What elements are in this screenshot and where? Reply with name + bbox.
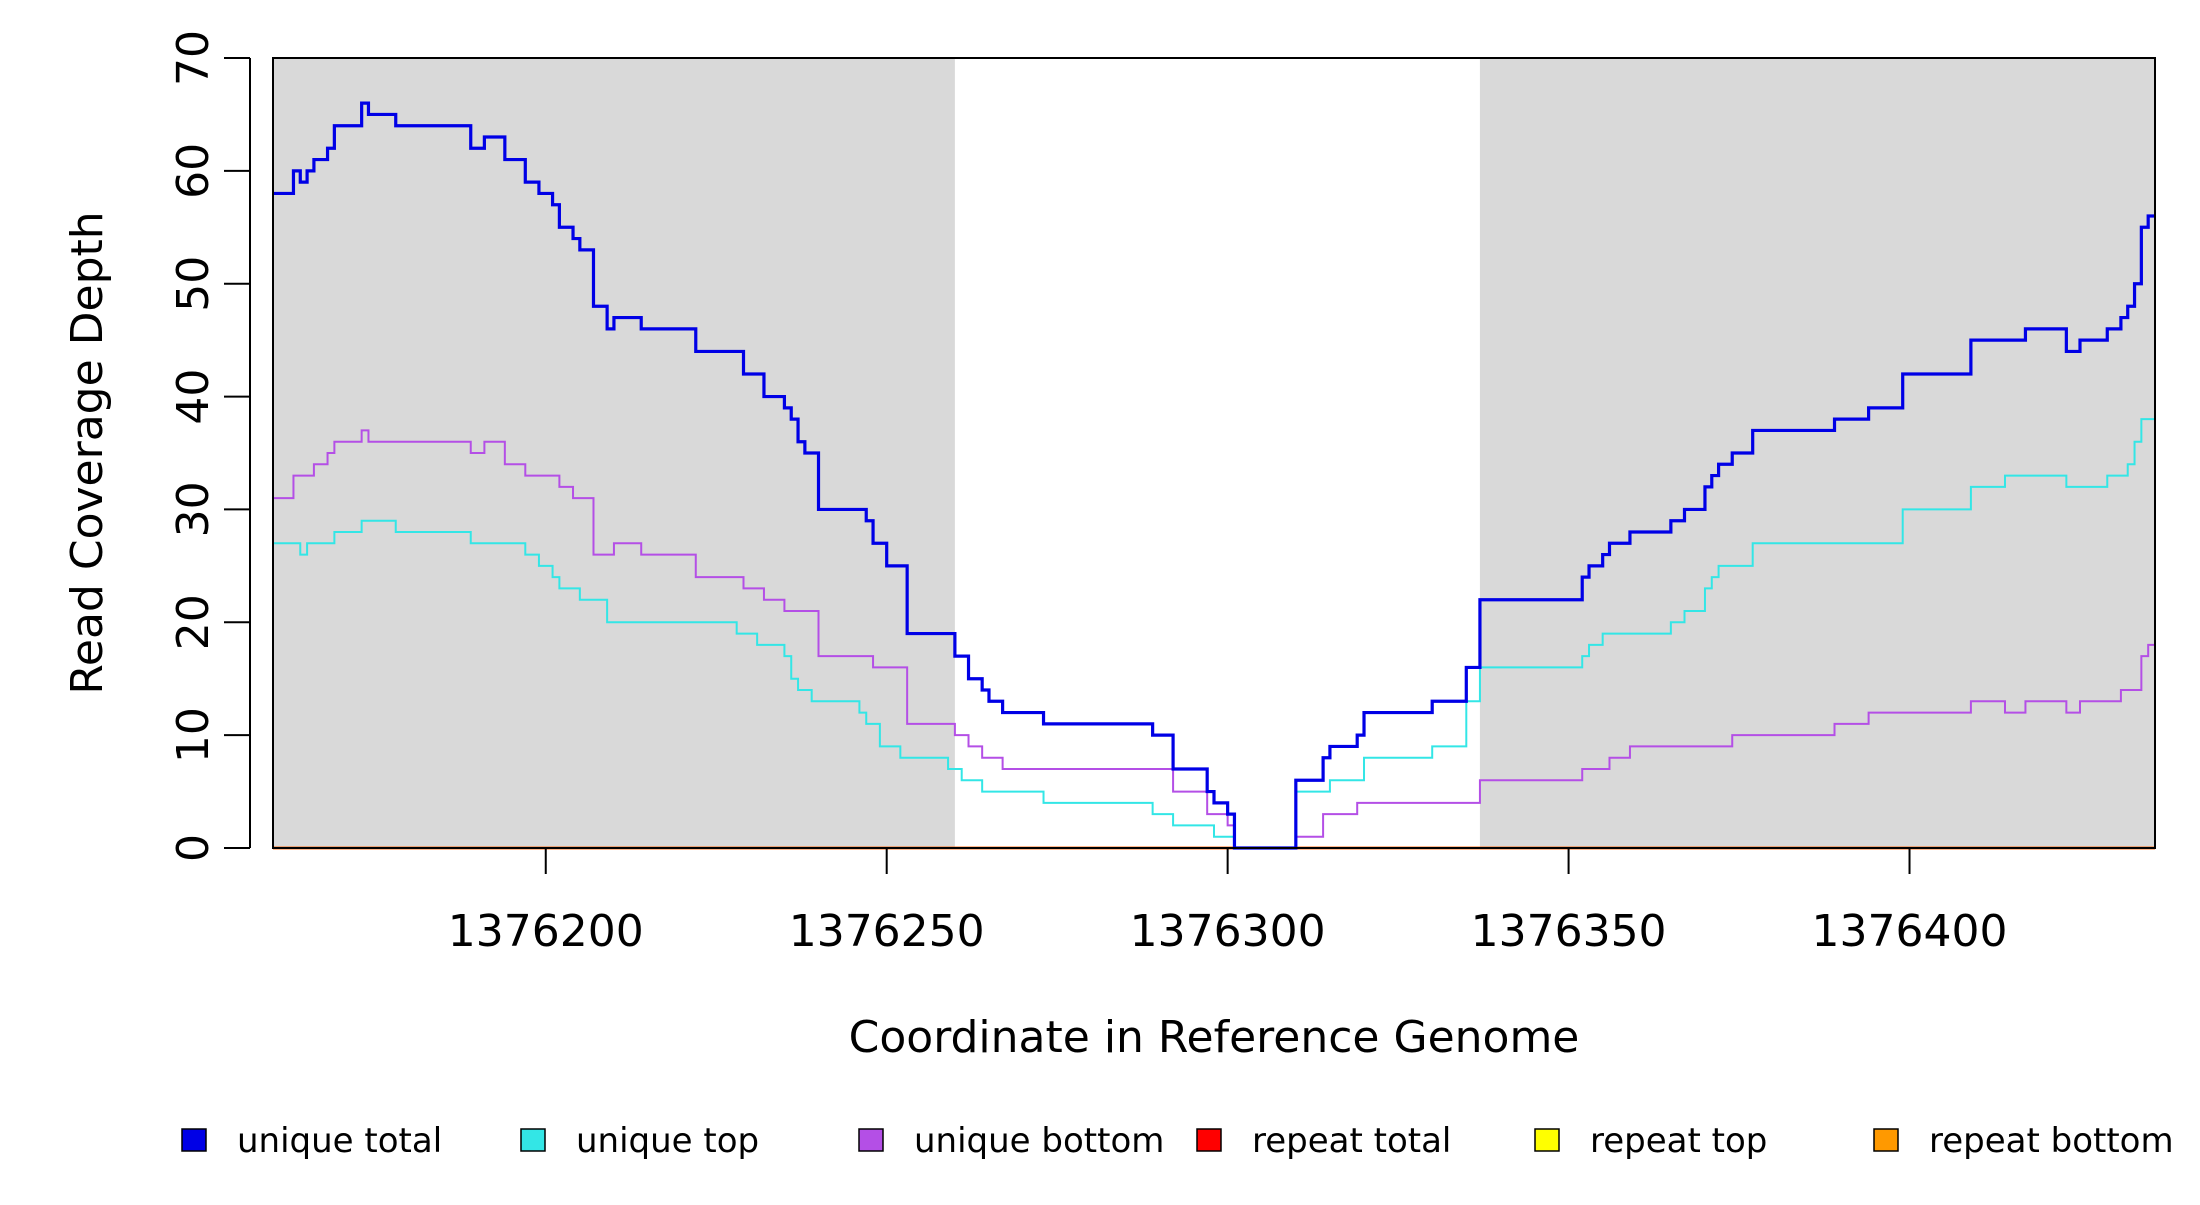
x-tick-label: 1376400 [1812, 906, 2008, 957]
legend-swatch-repeat-bottom [1873, 1128, 1899, 1152]
legend-swatch-unique-bottom [858, 1128, 884, 1152]
legend-swatch-unique-top [520, 1128, 546, 1152]
y-tick-label: 50 [168, 256, 219, 312]
series-line-unique-total [273, 101, 2155, 850]
legend-label: repeat total [1252, 1121, 1451, 1161]
plot-frame [272, 57, 2156, 849]
legend-label: unique total [237, 1121, 442, 1161]
shaded-region-2 [1479, 58, 2155, 848]
y-tick-label: 20 [168, 594, 219, 650]
x-tick-label: 1376200 [448, 906, 644, 957]
shaded-regions [273, 58, 2155, 848]
legend-swatch-unique-total [181, 1128, 207, 1152]
y-tick-label: 30 [168, 481, 219, 537]
x-tick-label: 1376300 [1130, 906, 1326, 957]
shaded-region-1 [273, 58, 955, 848]
series-line-unique-top [273, 418, 2155, 849]
y-tick-label: 60 [168, 143, 219, 199]
x-axis: 1376200 1376250 1376300 1376350 1376400 [448, 848, 2008, 957]
legend: unique total unique top unique bottom repea… [181, 1121, 2174, 1161]
y-tick-label: 70 [168, 30, 219, 86]
y-axis: 0 10 20 30 40 50 60 70 [168, 30, 251, 862]
legend-label: repeat top [1590, 1121, 1767, 1161]
y-tick-label: 40 [168, 369, 219, 425]
y-tick-label: 10 [168, 707, 219, 763]
y-tick-label: 0 [168, 834, 219, 862]
y-axis-title: Read Coverage Depth [62, 211, 113, 694]
x-tick-label: 1376350 [1471, 906, 1667, 957]
legend-swatch-repeat-top [1534, 1128, 1560, 1152]
legend-label: unique bottom [914, 1121, 1164, 1161]
legend-label: repeat bottom [1929, 1121, 2174, 1161]
series-line-unique-bottom [273, 429, 2155, 849]
legend-swatch-repeat-total [1196, 1128, 1222, 1152]
x-tick-label: 1376250 [789, 906, 985, 957]
legend-label: unique top [576, 1121, 759, 1161]
x-axis-title: Coordinate in Reference Genome [849, 1012, 1580, 1063]
